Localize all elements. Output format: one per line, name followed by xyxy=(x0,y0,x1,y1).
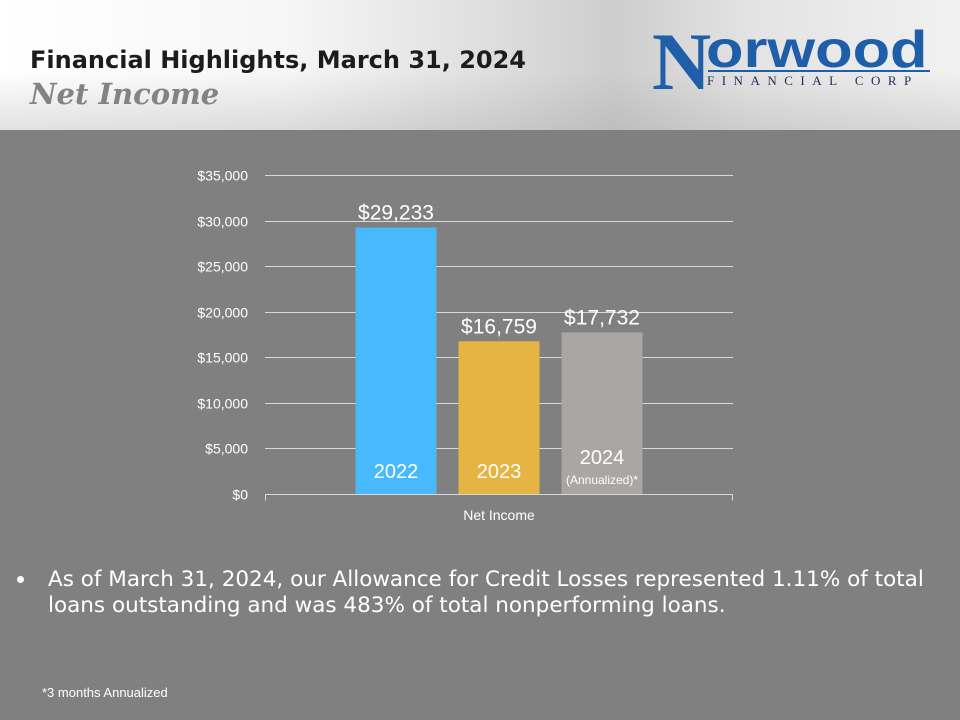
series-note-2024: (Annualized)* xyxy=(566,473,638,487)
x-category-label: Net Income xyxy=(463,507,535,523)
footnote: *3 months Annualized xyxy=(42,685,168,700)
bar-2023 xyxy=(458,341,540,494)
y-tick-label: $10,000 xyxy=(197,396,248,412)
series-label-2024: 2024 xyxy=(580,447,625,469)
header-band: Financial Highlights, March 31, 2024 Net… xyxy=(0,0,960,130)
logo-tagline: FINANCIAL CORP xyxy=(707,73,919,88)
series-label-2023: 2023 xyxy=(477,461,522,483)
bullet-marker xyxy=(17,576,24,583)
y-tick-label: $15,000 xyxy=(197,350,248,366)
company-logo: N orwood FINANCIAL CORP xyxy=(652,21,932,103)
logo-rule xyxy=(708,70,930,72)
logo-wordmark: orwood xyxy=(706,21,928,79)
y-tick-label: $25,000 xyxy=(197,259,248,275)
data-label-2024: $17,732 xyxy=(564,306,640,329)
y-tick-label: $20,000 xyxy=(197,305,248,321)
y-tick-label: $0 xyxy=(232,487,248,503)
bar-2022 xyxy=(355,227,437,495)
y-tick-label: $35,000 xyxy=(197,168,248,184)
net-income-bar-chart: $0 $5,000 $10,000 $15,000 $20,000 $25,000 $30,… xyxy=(197,168,733,523)
bullet-text: As of March 31, 2024, our Allowance for … xyxy=(48,567,924,618)
page-subtitle: Net Income xyxy=(30,77,220,111)
logo-initial: N xyxy=(652,16,712,107)
page-title: Financial Highlights, March 31, 2024 xyxy=(30,46,526,74)
y-tick-label: $30,000 xyxy=(197,214,248,230)
data-label-2023: $16,759 xyxy=(461,315,537,338)
y-tick-label: $5,000 xyxy=(205,441,248,457)
data-label-2022: $29,233 xyxy=(358,202,434,225)
series-label-2022: 2022 xyxy=(374,461,419,483)
bar-2024 xyxy=(561,332,643,494)
